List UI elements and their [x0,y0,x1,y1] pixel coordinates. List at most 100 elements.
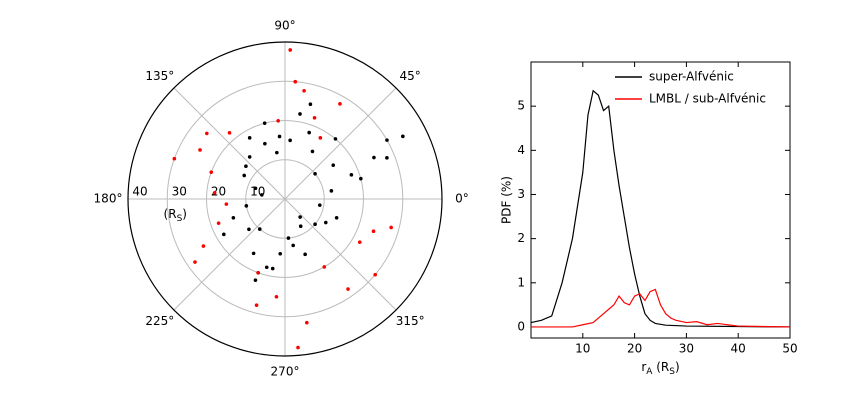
scatter-point [286,236,291,240]
scatter-point [277,134,282,139]
label-part: (R [652,360,669,374]
scatter-point [260,193,264,197]
scatter-point [346,287,350,291]
scatter-point [274,294,279,299]
scatter-point [278,251,283,256]
scatter-point [227,131,232,135]
scatter-point [262,121,267,125]
scatter-point [222,232,226,237]
scatter-point [172,156,177,161]
r-tick-label: 10 [250,185,265,199]
r-grid-circle [166,80,404,318]
scatter-point [317,203,322,207]
scatter-point [244,204,249,208]
scatter-point [253,278,258,282]
y-tick-label: 1 [517,275,525,289]
r-tick-label: 20 [211,185,226,199]
r-grid-circle [206,120,364,278]
scatter-point [256,270,260,275]
scatter-point [253,186,258,191]
scatter-point [247,136,252,140]
scatter-point [257,227,262,231]
scatter-point [389,225,393,230]
scatter-point [193,260,197,264]
scatter-point [293,79,298,84]
scatter-point [307,130,311,135]
subscript: A [646,367,653,377]
legend-label: super-Alfvénic [649,70,734,84]
scatter-point [372,155,376,160]
axis-label: (RS) [164,207,187,224]
scatter-point [263,141,267,146]
scatter-point [224,202,229,206]
scatter-point [254,303,259,307]
x-tick-label: 20 [627,342,642,356]
scatter-point [296,345,300,350]
x-tick-label: 30 [679,342,694,356]
angle-tick-label: 45° [400,69,421,83]
r-grid-circle [245,159,325,239]
scatter-point [310,149,315,154]
angle-tick-label: 0° [455,192,469,206]
x-tick-label: 40 [731,342,746,356]
scatter-point [318,136,323,140]
angle-tick-label: 135° [145,69,174,83]
y-tick-label: 0 [517,319,525,333]
scatter-point [349,173,354,177]
scatter-point [329,189,334,193]
y-axis-label: PDF (%) [500,176,514,224]
y-tick-label: 3 [517,187,525,201]
scatter-point [373,272,378,277]
scatter-point [331,163,336,168]
scatter-point [264,265,269,270]
r-tick-label: 40 [132,185,147,199]
label-part: ) [675,360,680,374]
scatter-point [313,171,317,176]
scatter-point [323,220,328,225]
label-part: ) [182,207,187,221]
scatter-point [275,150,279,155]
scatter-point [303,252,307,257]
angle-tick-label: 90° [274,19,295,33]
scatter-point [251,251,256,256]
legend-label: LMBL / sub-Alfvénic [649,92,766,106]
scatter-point [385,138,389,142]
scatter-point [302,88,306,93]
scatter-point [209,170,214,174]
angle-tick-label: 315° [396,314,425,328]
angle-tick-label: 180° [94,192,123,206]
scatter-point [298,215,302,219]
x-tick-label: 50 [782,342,797,356]
scatter-point [357,240,362,244]
scatter-point [298,224,303,228]
scatter-point [205,131,209,136]
line-series [530,89,791,328]
scatter-point [312,116,317,120]
subscript: S [669,367,675,377]
scatter-point [212,191,217,195]
scatter-point [298,112,302,116]
scatter-point [247,155,252,159]
scatter-point [291,243,295,248]
scatter-point [385,156,389,160]
scatter-point [322,265,327,269]
line-series [531,288,791,328]
plot-frame [530,61,791,339]
scatter-point [359,176,363,181]
scatter-point [216,221,221,225]
scatter-point [334,215,339,220]
label-part: r [641,360,646,374]
scatter-point [244,164,248,169]
scatter-point [371,229,376,234]
scatter-point [401,134,405,139]
scatter-point [201,244,206,248]
y-tick-label: 4 [517,143,525,157]
scatter-point [288,138,292,143]
scatter-point [198,148,202,152]
angle-tick-label: 225° [145,314,174,328]
x-tick-label: 10 [575,342,590,356]
outer-circle [127,41,443,357]
scatter-point [333,137,338,141]
scatter-point [313,222,317,227]
